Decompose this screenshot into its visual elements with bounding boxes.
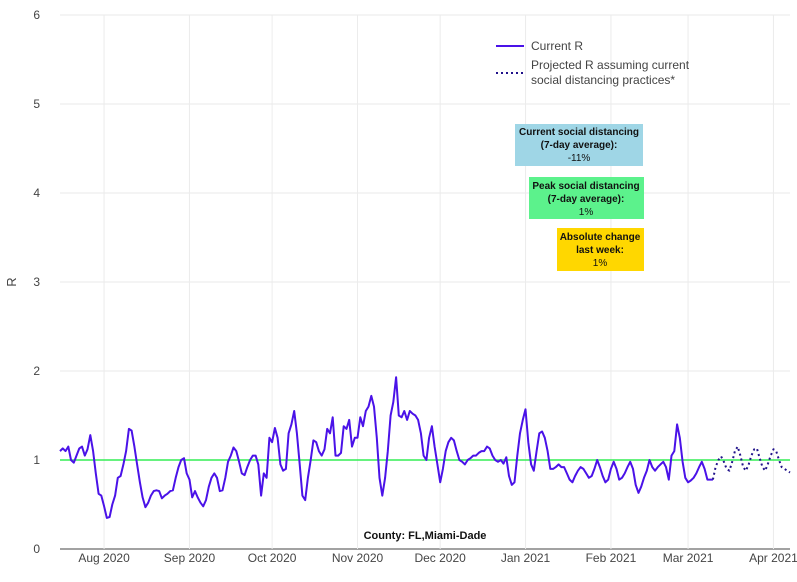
annotation-current-line2: (7-day average): (541, 140, 618, 151)
annotation-peak-line2: (7-day average): (548, 194, 625, 205)
annotation-box-peak (529, 177, 644, 219)
y-axis: 0 1 2 3 4 5 6 (33, 8, 40, 556)
x-tick-label-8: Apr 2021 (749, 551, 797, 565)
legend: Current R Projected R assuming current s… (496, 39, 690, 87)
annotation-current-value: -11% (568, 153, 591, 164)
x-tick-label-0: Aug 2020 (78, 551, 130, 565)
series-line-projected-r (711, 445, 791, 480)
grid (60, 14, 790, 550)
legend-label-current-r: Current R (531, 39, 583, 53)
series-line-current-r (59, 376, 713, 519)
annotation-current-line1: Current social distancing (519, 127, 639, 138)
annotation-change-line1: Absolute change (560, 232, 641, 243)
x-tick-label-5: Jan 2021 (501, 551, 551, 565)
annotation-peak-line1: Peak social distancing (532, 181, 639, 192)
annotation-peak-value: 1% (579, 207, 594, 218)
y-tick-label-0: 0 (33, 542, 40, 556)
y-tick-label-4: 4 (33, 186, 40, 200)
y-tick-label-3: 3 (33, 275, 40, 289)
x-axis: Aug 2020 Sep 2020 Oct 2020 Nov 2020 Dec 2020… (78, 551, 797, 565)
legend-label-projected-r-line2: social distancing practices* (531, 73, 675, 87)
x-tick-label-4: Dec 2020 (414, 551, 466, 565)
annotation-change-value: 1% (593, 258, 608, 269)
annotation-box-change (557, 228, 644, 271)
x-tick-label-3: Nov 2020 (332, 551, 384, 565)
legend-label-projected-r-line1: Projected R assuming current (531, 58, 690, 72)
x-tick-label-1: Sep 2020 (164, 551, 216, 565)
annotation-box-current (515, 124, 643, 166)
y-tick-label-1: 1 (33, 453, 40, 467)
county-label: County: FL,Miami-Dade (364, 530, 487, 542)
series-group (59, 376, 791, 519)
x-tick-label-2: Oct 2020 (248, 551, 297, 565)
annotation-change-line2: last week: (576, 245, 624, 256)
annotation-absolute-change: Absolute change last week: 1% (557, 228, 644, 271)
x-tick-label-7: Mar 2021 (663, 551, 714, 565)
y-tick-label-2: 2 (33, 364, 40, 378)
annotation-peak-social-distancing: Peak social distancing (7-day average): … (529, 177, 644, 219)
x-tick-label-6: Feb 2021 (586, 551, 637, 565)
y-tick-label-5: 5 (33, 97, 40, 111)
annotation-current-social-distancing: Current social distancing (7-day average… (515, 124, 643, 166)
y-axis-title: R (4, 277, 19, 286)
y-tick-label-6: 6 (33, 8, 40, 22)
